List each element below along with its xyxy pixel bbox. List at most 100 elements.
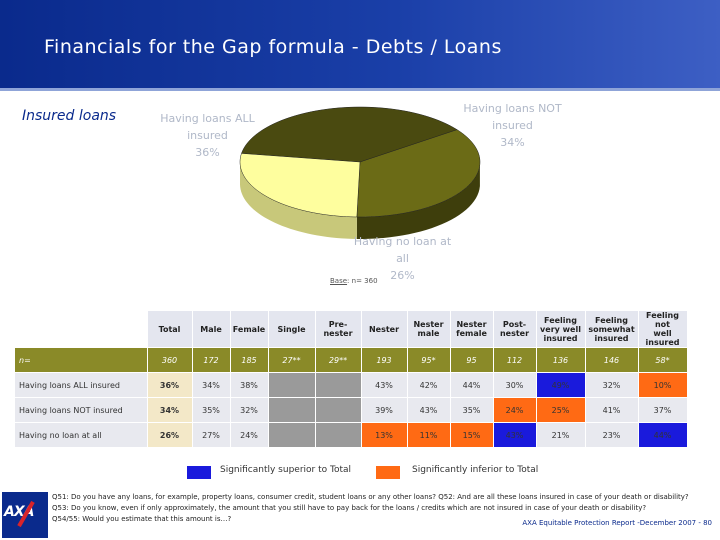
table-header-row: Total Male Female Single Pre- nester Nester Ne… bbox=[15, 310, 688, 348]
legend-inferior-label: Significantly inferior to Total bbox=[412, 465, 539, 475]
table-cell: 25% bbox=[535, 397, 586, 423]
column-header: Nester bbox=[360, 310, 408, 348]
legend-inferior-swatch bbox=[376, 466, 400, 479]
pie-label-all-l1: Having loans ALL bbox=[160, 112, 255, 125]
column-header: Feeling somewhat insured bbox=[584, 310, 639, 348]
pie-label-all-l2: insured bbox=[187, 129, 228, 142]
sample-size-cell: 193 bbox=[360, 347, 408, 373]
table-cell: 44% bbox=[637, 422, 688, 448]
note-line: Q53: Do you know, even if only approxima… bbox=[52, 504, 647, 512]
sample-size-row: n= 360 172 185 27** 29** 193 95* 95 112 136 146 58* bbox=[14, 347, 688, 373]
pie-label-not-l2: insured bbox=[492, 119, 533, 132]
column-header: Feeling not well insured bbox=[637, 310, 688, 348]
table-cell: 32% bbox=[584, 372, 639, 398]
table-cell: 38% bbox=[229, 372, 269, 398]
sample-size-cell: 112 bbox=[492, 347, 537, 373]
sample-size-cell: 95* bbox=[406, 347, 451, 373]
table-row: Having loans ALL insured 36% 34% 38% 43% 42% 4… bbox=[14, 372, 688, 398]
table-cell: 49% bbox=[535, 372, 586, 398]
table-cell bbox=[314, 372, 362, 398]
axa-logo: AXA bbox=[2, 492, 48, 538]
table-cell: 11% bbox=[406, 422, 451, 448]
sample-size-cell: 29** bbox=[314, 347, 362, 373]
sample-size-cell: 172 bbox=[191, 347, 231, 373]
table-cell: 42% bbox=[406, 372, 451, 398]
table-cell bbox=[267, 372, 316, 398]
note-line: Q51: Do you have any loans, for example,… bbox=[52, 493, 689, 501]
pie-label-not-l1: Having loans NOT bbox=[463, 102, 562, 115]
column-header: Single bbox=[267, 310, 316, 348]
sample-size-cell: 146 bbox=[584, 347, 639, 373]
pie-label-not: Having loans NOT insured 34% bbox=[455, 100, 570, 151]
pie-label-none-l3: 26% bbox=[390, 269, 415, 282]
pie-slice bbox=[239, 153, 361, 218]
pie-label-none-l1: Having no loan at bbox=[353, 235, 452, 248]
pie-label-not-l3: 34% bbox=[500, 136, 525, 149]
row-label: Having no loan at all bbox=[14, 422, 148, 448]
table-cell: 15% bbox=[449, 422, 494, 448]
column-header: Feeling very well insured bbox=[535, 310, 586, 348]
sample-size-cell: 95 bbox=[449, 347, 494, 373]
column-header: Nester female bbox=[449, 310, 494, 348]
sample-size-cell: 27** bbox=[267, 347, 316, 373]
table-cell: 32% bbox=[229, 397, 269, 423]
table-cell: 39% bbox=[360, 397, 408, 423]
table-cell: 24% bbox=[229, 422, 269, 448]
base-note-text: : n= 360 bbox=[347, 277, 378, 285]
table-cell: 34% bbox=[191, 372, 231, 398]
column-header: Total bbox=[146, 310, 193, 348]
base-note: Base: n= 360 bbox=[330, 277, 378, 285]
header-bar: Financials for the Gap formula - Debts /… bbox=[0, 0, 720, 88]
row-label: Having loans NOT insured bbox=[14, 397, 148, 423]
row-label: Having loans ALL insured bbox=[14, 372, 148, 398]
section-label: Insured loans bbox=[22, 108, 117, 124]
pie-label-all: Having loans ALL insured 36% bbox=[150, 110, 265, 161]
table-cell: 37% bbox=[637, 397, 688, 423]
table-cell: 10% bbox=[637, 372, 688, 398]
note-line: Q54/55: Would you estimate that this amo… bbox=[52, 515, 232, 523]
table-cell: 44% bbox=[449, 372, 494, 398]
table-cell: 24% bbox=[492, 397, 537, 423]
table-cell: 26% bbox=[146, 422, 193, 448]
base-note-label: Base bbox=[330, 277, 348, 285]
table-cell: 21% bbox=[535, 422, 586, 448]
pie-slice bbox=[241, 106, 458, 163]
column-header: Post- nester bbox=[492, 310, 537, 348]
table-row: Having no loan at all 26% 27% 24% 13% 11% 15% 4… bbox=[14, 422, 688, 448]
table-cell: 36% bbox=[146, 372, 193, 398]
pie-label-none-l2: all bbox=[396, 252, 409, 265]
pie-label-none: Having no loan at all 26% bbox=[345, 233, 460, 284]
sample-size-cell: 136 bbox=[535, 347, 586, 373]
table-cell: 43% bbox=[360, 372, 408, 398]
sample-size-cell: 360 bbox=[146, 347, 193, 373]
sample-size-cell: 58* bbox=[637, 347, 688, 373]
pie-label-all-l3: 36% bbox=[195, 146, 220, 159]
page-title: Financials for the Gap formula - Debts /… bbox=[44, 36, 502, 58]
table-cell: 43% bbox=[406, 397, 451, 423]
column-header: Nester male bbox=[406, 310, 451, 348]
table-cell bbox=[314, 397, 362, 423]
table-cell: 34% bbox=[146, 397, 193, 423]
pie-side-1 bbox=[356, 164, 480, 239]
table-cell bbox=[267, 397, 316, 423]
source-note: AXA Equitable Protection Report -Decembe… bbox=[522, 519, 712, 527]
table-cell: 35% bbox=[191, 397, 231, 423]
table-cell bbox=[314, 422, 362, 448]
results-table: Total Male Female Single Pre- nester Nester Ne… bbox=[14, 310, 688, 448]
question-notes: Q51: Do you have any loans, for example,… bbox=[52, 492, 712, 525]
table-cell: 27% bbox=[191, 422, 231, 448]
table-cell: 23% bbox=[584, 422, 639, 448]
column-header: Pre- nester bbox=[314, 310, 362, 348]
table-cell: 13% bbox=[360, 422, 408, 448]
column-header: Female bbox=[229, 310, 269, 348]
table-cell: 43% bbox=[492, 422, 537, 448]
table-cell: 41% bbox=[584, 397, 639, 423]
table-cell bbox=[267, 422, 316, 448]
pie-slice bbox=[356, 129, 481, 218]
table-cell: 35% bbox=[449, 397, 494, 423]
legend-superior-swatch bbox=[187, 466, 211, 479]
header-divider bbox=[0, 88, 720, 91]
table-header-blank bbox=[15, 311, 148, 348]
pie-svg bbox=[239, 106, 481, 239]
legend-superior-label: Significantly superior to Total bbox=[220, 465, 352, 475]
